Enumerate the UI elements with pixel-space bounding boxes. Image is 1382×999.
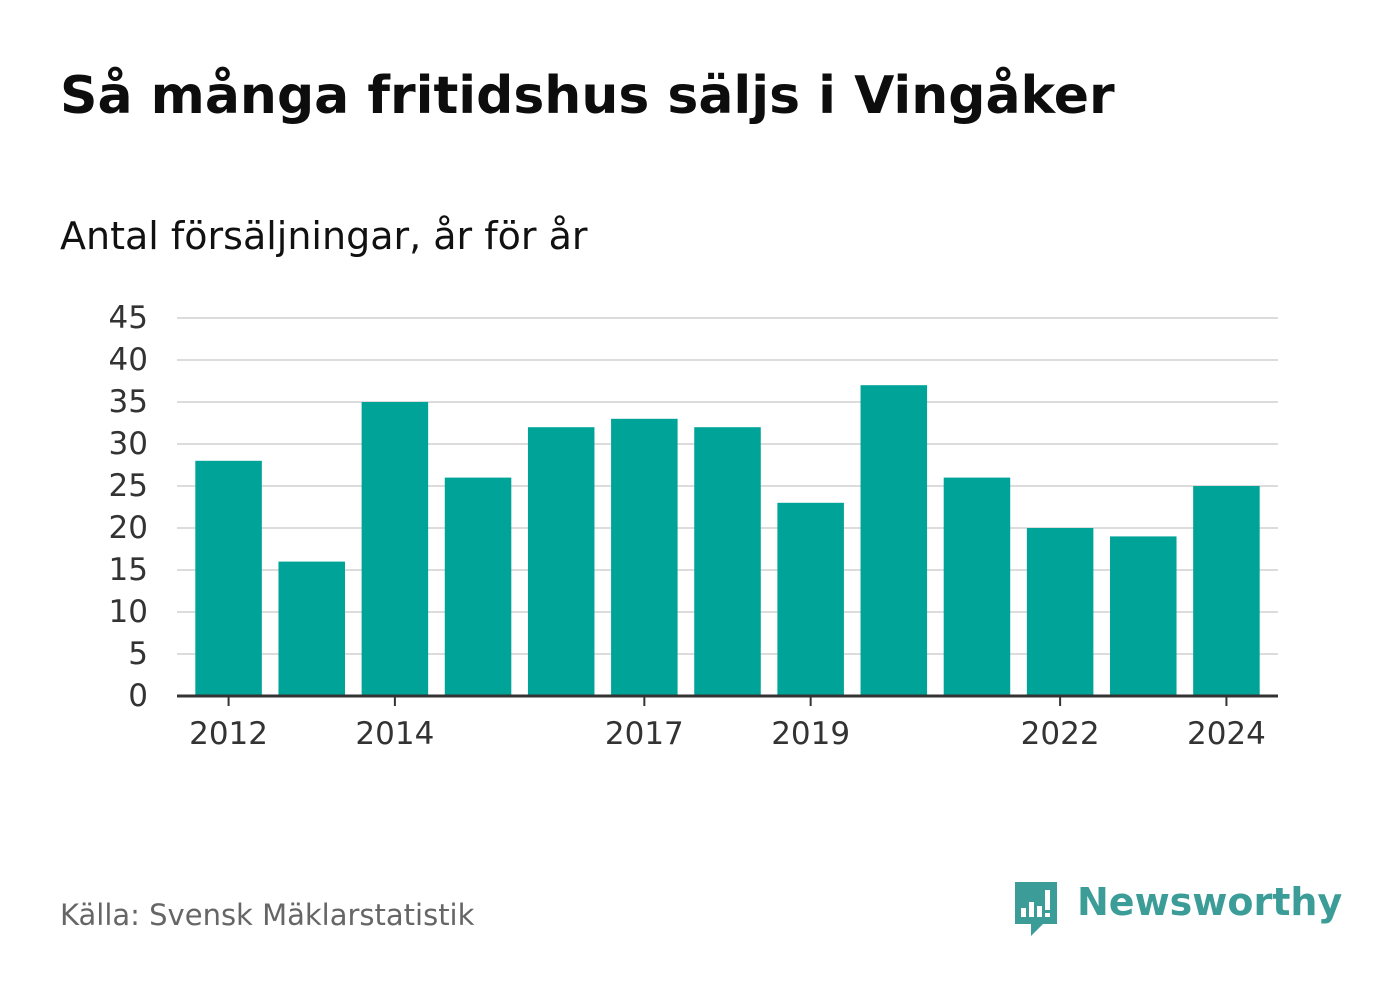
bar (527, 427, 595, 696)
y-tick-label: 45 (109, 300, 148, 336)
bar (943, 477, 1011, 696)
newsworthy-logo-icon (1015, 882, 1057, 936)
bar (694, 427, 761, 696)
y-tick-label: 40 (109, 342, 148, 378)
bar (1026, 528, 1094, 696)
chart-title: Så många fritidshus säljs i Vingåker (60, 66, 1115, 126)
bar (1193, 486, 1260, 696)
y-tick-label: 20 (109, 510, 148, 546)
bar (1110, 536, 1177, 696)
bar (444, 477, 512, 696)
newsworthy-logo: Newsworthy (1011, 878, 1342, 940)
source-note: Källa: Svensk Mäklarstatistik (60, 898, 475, 932)
x-tick-label: 2017 (605, 716, 684, 752)
bar (195, 460, 262, 696)
y-tick-label: 0 (128, 678, 148, 714)
y-tick-label: 5 (128, 636, 148, 672)
y-tick-label: 15 (109, 552, 148, 588)
bars (195, 385, 1260, 696)
bar (860, 385, 928, 696)
x-tick-label: 2012 (189, 716, 268, 752)
axes: 0 5 10 15 20 25 30 35 40 45 2012 2014 2017 2019 2022 20… (109, 300, 1278, 752)
y-tick-label: 35 (109, 384, 148, 420)
bar (361, 402, 429, 696)
bar (611, 418, 678, 696)
chart-subtitle: Antal försäljningar, år för år (60, 214, 588, 258)
brand-name: Newsworthy (1077, 880, 1343, 924)
x-tick-label: 2022 (1021, 716, 1100, 752)
bar (777, 502, 844, 696)
x-tick-label: 2014 (355, 716, 434, 752)
y-tick-label: 25 (109, 468, 148, 504)
y-tick-label: 10 (109, 594, 148, 630)
bar (278, 561, 345, 696)
x-tick-label: 2019 (771, 716, 850, 752)
y-tick-label: 30 (109, 426, 148, 462)
x-tick-label: 2024 (1187, 716, 1266, 752)
